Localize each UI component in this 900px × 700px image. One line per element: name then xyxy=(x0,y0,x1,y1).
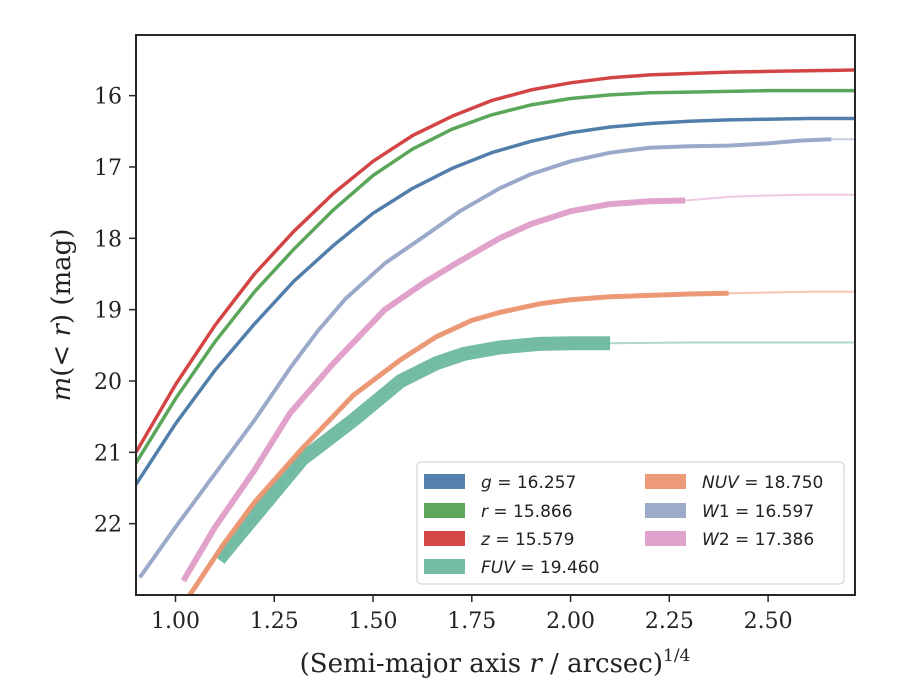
legend-label-nuv: NUV = 18.750 xyxy=(702,473,823,493)
legend-label-g: g = 16.257 xyxy=(481,473,576,493)
series-z-band xyxy=(136,68,855,454)
legend-label-z: z = 15.579 xyxy=(480,530,574,550)
x-tick-label: 1.00 xyxy=(151,609,200,634)
legend-label-w2: W2 = 17.386 xyxy=(702,530,814,550)
legend-swatch-w1 xyxy=(645,503,686,518)
series-layer xyxy=(136,68,855,595)
y-tick-label: 21 xyxy=(94,441,122,466)
legend-swatch-z xyxy=(424,531,465,546)
y-axis-title: m(< r) (mag) xyxy=(47,229,77,402)
legend-swatch-w2 xyxy=(645,531,686,546)
series-g-band xyxy=(136,116,855,486)
y-tick-label: 19 xyxy=(94,299,122,324)
x-tick-label: 2.00 xyxy=(546,609,595,634)
legend-label-fuv: FUV = 19.460 xyxy=(481,558,599,578)
y-tick-label: 17 xyxy=(94,156,122,181)
x-tick-label: 1.25 xyxy=(250,609,299,634)
y-tick-label: 20 xyxy=(94,370,122,395)
x-tick-label: 1.50 xyxy=(349,609,398,634)
legend-label-r: r = 15.866 xyxy=(481,502,573,522)
legend-box xyxy=(416,461,845,585)
legend-swatch-fuv xyxy=(424,559,465,574)
legend-swatch-r xyxy=(424,503,465,518)
series-w1-band xyxy=(138,137,832,579)
x-tick-label: 1.75 xyxy=(447,609,496,634)
legend-swatch-g xyxy=(424,474,465,489)
x-tick-label: 2.50 xyxy=(744,609,793,634)
series-r-band xyxy=(136,88,855,464)
legend-label-w1: W1 = 16.597 xyxy=(702,502,814,522)
x-axis-title: (Semi-major axis r / arcsec)1/4 xyxy=(300,646,691,679)
x-axis-ticks: 1.00 1.25 1.50 1.75 2.00 2.25 2.50 xyxy=(151,595,793,634)
plot-frame xyxy=(135,34,856,596)
series-fuv-band xyxy=(213,336,611,564)
legend-swatch-nuv xyxy=(645,474,686,489)
y-axis-ticks: 16 17 18 19 20 21 22 xyxy=(94,85,136,538)
legend: g = 16.257 r = 15.866 z = 15.579 FUV = 19.4… xyxy=(416,461,845,585)
y-tick-label: 18 xyxy=(94,227,122,252)
series-w2-band xyxy=(180,197,686,583)
x-tick-label: 2.25 xyxy=(645,609,694,634)
y-tick-label: 16 xyxy=(94,85,122,110)
y-tick-label: 22 xyxy=(94,513,122,538)
series-nuv-band xyxy=(186,290,729,595)
